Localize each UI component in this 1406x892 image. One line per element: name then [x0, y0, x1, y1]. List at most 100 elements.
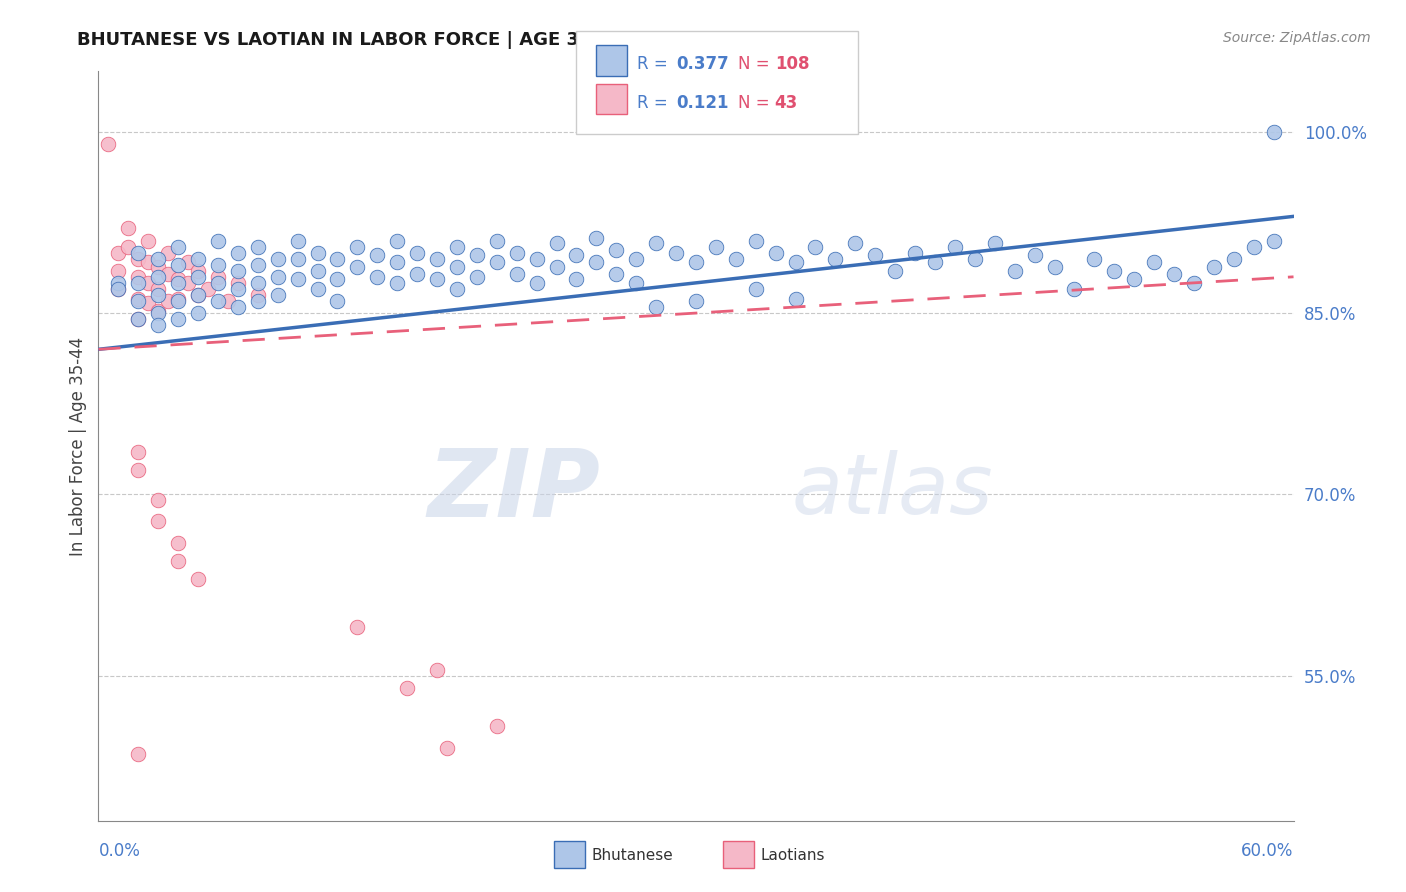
Point — [307, 282, 329, 296]
Point — [1083, 252, 1105, 266]
Point — [366, 248, 388, 262]
Point — [446, 282, 468, 296]
Point — [406, 245, 429, 260]
Point — [426, 272, 449, 286]
Point — [1004, 264, 1026, 278]
Point — [824, 252, 846, 266]
Point — [785, 255, 807, 269]
Point — [645, 235, 668, 250]
Text: 0.121: 0.121 — [676, 94, 728, 112]
Point — [385, 276, 409, 290]
Point — [1243, 239, 1265, 253]
Point — [167, 258, 190, 272]
Point — [287, 252, 309, 266]
Text: BHUTANESE VS LAOTIAN IN LABOR FORCE | AGE 35-44 CORRELATION CHART: BHUTANESE VS LAOTIAN IN LABOR FORCE | AG… — [77, 31, 845, 49]
Point — [187, 269, 209, 284]
Point — [148, 493, 170, 508]
Point — [1202, 260, 1225, 274]
Point — [446, 239, 468, 253]
Point — [485, 719, 508, 733]
Point — [546, 260, 568, 274]
Point — [346, 260, 368, 274]
Point — [148, 514, 170, 528]
Point — [107, 276, 129, 290]
Point — [685, 255, 707, 269]
Y-axis label: In Labor Force | Age 35-44: In Labor Force | Age 35-44 — [69, 336, 87, 556]
Point — [1163, 268, 1185, 282]
Point — [506, 245, 529, 260]
Point — [565, 248, 588, 262]
Text: 60.0%: 60.0% — [1241, 842, 1294, 861]
Point — [167, 293, 190, 308]
Point — [506, 268, 529, 282]
Point — [187, 252, 209, 266]
Text: ZIP: ZIP — [427, 445, 600, 537]
Text: 0.0%: 0.0% — [98, 842, 141, 861]
Point — [267, 252, 290, 266]
Point — [267, 288, 290, 302]
Point — [1024, 248, 1046, 262]
Point — [865, 248, 887, 262]
Point — [765, 245, 787, 260]
Point — [148, 252, 170, 266]
Point — [187, 288, 209, 302]
Point — [1143, 255, 1166, 269]
Text: N =: N = — [738, 55, 775, 73]
Point — [148, 306, 170, 320]
Text: Laotians: Laotians — [761, 848, 825, 863]
Point — [148, 260, 170, 274]
Point — [326, 252, 349, 266]
Point — [307, 245, 329, 260]
Point — [904, 245, 927, 260]
Point — [226, 300, 249, 314]
Point — [546, 235, 568, 250]
Point — [136, 276, 159, 290]
Point — [167, 272, 190, 286]
Point — [745, 282, 768, 296]
Point — [426, 663, 449, 677]
Point — [984, 235, 1007, 250]
Text: 0.377: 0.377 — [676, 55, 730, 73]
Text: R =: R = — [637, 94, 678, 112]
Point — [177, 255, 200, 269]
Point — [207, 269, 229, 284]
Point — [426, 252, 449, 266]
Point — [406, 268, 429, 282]
Point — [526, 276, 548, 290]
Point — [167, 239, 190, 253]
Point — [724, 252, 747, 266]
Point — [187, 264, 209, 278]
Point — [127, 747, 149, 761]
Point — [127, 445, 149, 459]
Point — [366, 269, 388, 284]
Point — [197, 282, 219, 296]
Point — [745, 234, 768, 248]
Point — [565, 272, 588, 286]
Point — [346, 239, 368, 253]
Point — [107, 245, 129, 260]
Point — [924, 255, 946, 269]
Point — [626, 276, 648, 290]
Point — [157, 245, 180, 260]
Point — [107, 282, 129, 296]
Point — [167, 535, 190, 549]
Point — [326, 293, 349, 308]
Point — [127, 269, 149, 284]
Point — [385, 255, 409, 269]
Point — [167, 292, 190, 306]
Point — [207, 258, 229, 272]
Point — [526, 252, 548, 266]
Point — [127, 245, 149, 260]
Point — [187, 288, 209, 302]
Point — [605, 244, 627, 258]
Point — [207, 293, 229, 308]
Point — [704, 239, 727, 253]
Text: N =: N = — [738, 94, 780, 112]
Point — [157, 268, 180, 282]
Point — [127, 292, 149, 306]
Point — [465, 269, 488, 284]
Point — [107, 282, 129, 296]
Point — [346, 620, 368, 634]
Point — [117, 221, 139, 235]
Point — [136, 296, 159, 310]
